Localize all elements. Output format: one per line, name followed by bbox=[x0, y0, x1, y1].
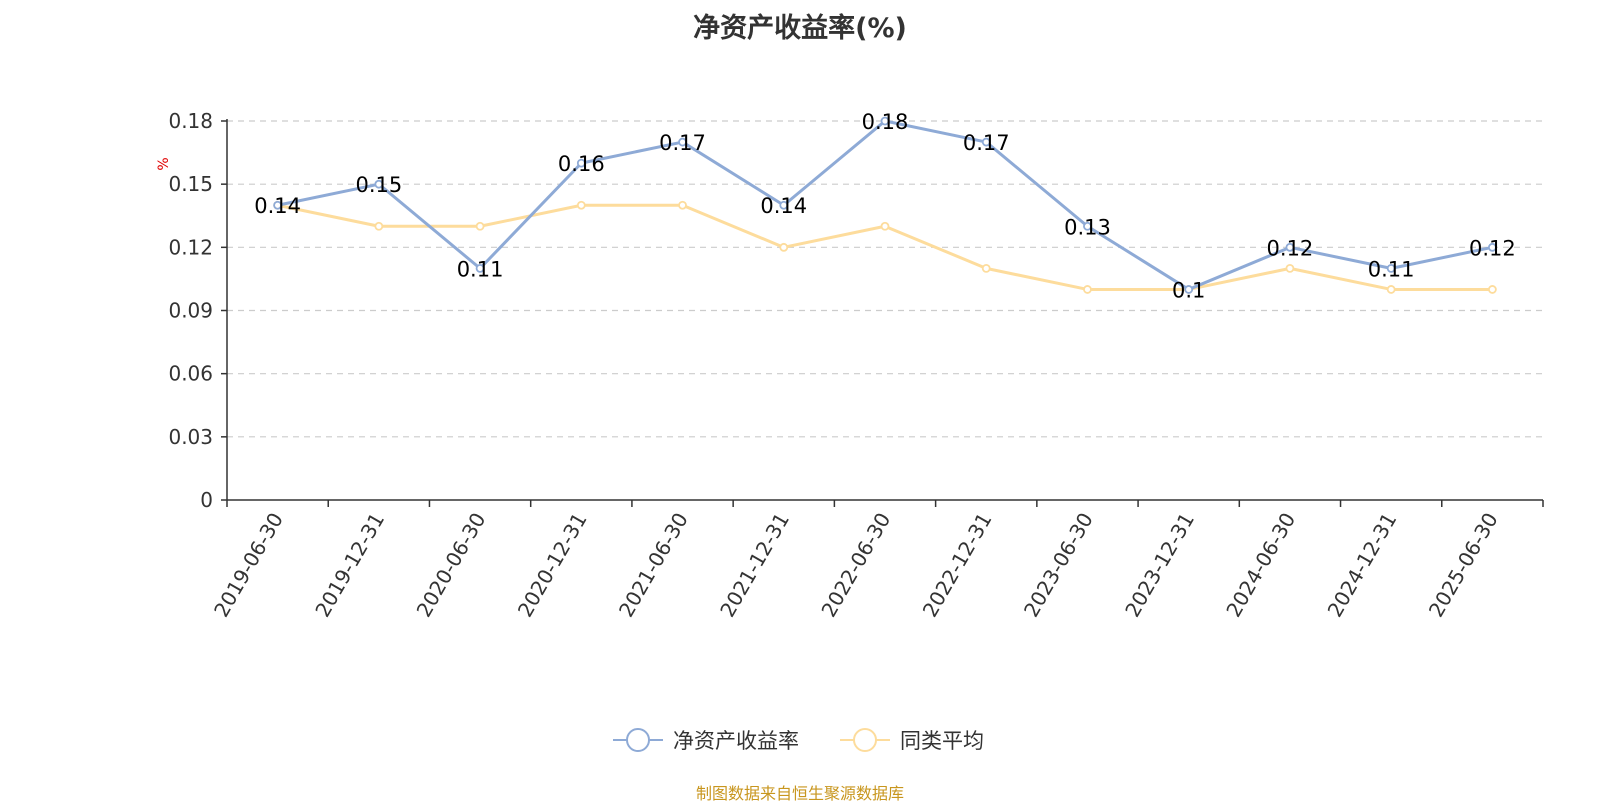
data-point bbox=[374, 221, 384, 231]
source-note: 制图数据来自恒生聚源数据库 bbox=[695, 784, 904, 803]
y-tick-label: 0.09 bbox=[168, 299, 213, 323]
x-tick-label: 2025-06-30 bbox=[1424, 509, 1503, 622]
y-tick-label: 0.03 bbox=[168, 425, 213, 449]
data-point bbox=[576, 158, 586, 168]
data-point bbox=[678, 137, 687, 147]
y-tick-labels: 0 0.03 0.06 0.09 0.12 0.15 0.18 bbox=[168, 109, 213, 512]
data-point bbox=[273, 200, 283, 210]
data-point bbox=[981, 263, 991, 273]
data-label: 0.13 bbox=[1064, 215, 1111, 239]
data-point bbox=[1285, 263, 1295, 273]
data-label: 0.1 bbox=[1172, 278, 1205, 302]
data-point bbox=[678, 200, 687, 210]
x-tick-label: 2022-12-31 bbox=[918, 509, 997, 622]
legend-label: 同类平均 bbox=[900, 729, 984, 753]
data-point bbox=[1487, 285, 1497, 294]
y-tick-label: 0.15 bbox=[168, 172, 213, 196]
data-point bbox=[475, 221, 485, 231]
data-point bbox=[779, 242, 789, 252]
data-label: 0.17 bbox=[659, 131, 706, 155]
x-tick-label: 2020-06-30 bbox=[412, 509, 491, 622]
x-tick-label: 2022-06-30 bbox=[816, 509, 895, 622]
legend-marker bbox=[853, 728, 877, 752]
x-tick-label: 2024-06-30 bbox=[1221, 509, 1300, 622]
data-label: 0.18 bbox=[862, 110, 909, 134]
chart-title: 净资产收益率(%) bbox=[693, 13, 907, 44]
axes: % bbox=[156, 119, 1544, 507]
data-label: 0.14 bbox=[760, 194, 807, 218]
x-tick-label: 2019-12-31 bbox=[310, 509, 389, 622]
x-tick-label: 2023-06-30 bbox=[1019, 509, 1098, 622]
y-tick-label: 0.18 bbox=[168, 109, 213, 133]
y-tick-label: 0.12 bbox=[168, 235, 213, 259]
legend: 净资产收益率 同类平均 bbox=[613, 728, 984, 753]
data-point bbox=[880, 221, 890, 231]
x-tick-label: 2023-12-31 bbox=[1120, 509, 1199, 622]
data-label: 0.11 bbox=[457, 257, 504, 281]
x-tick-label: 2019-06-30 bbox=[209, 509, 288, 622]
series-lines bbox=[273, 116, 1497, 294]
x-tick-label: 2020-12-31 bbox=[513, 509, 592, 622]
data-label: 0.15 bbox=[355, 173, 402, 197]
data-label: 0.12 bbox=[1267, 236, 1314, 260]
data-label: 0.16 bbox=[558, 152, 605, 176]
data-point bbox=[374, 179, 384, 189]
data-point bbox=[576, 200, 586, 210]
data-point bbox=[1083, 221, 1092, 231]
data-label: 0.17 bbox=[963, 131, 1010, 155]
legend-marker bbox=[626, 728, 650, 752]
y-axis-unit: % bbox=[156, 157, 172, 170]
data-label: 0.12 bbox=[1469, 236, 1516, 260]
legend-label: 净资产收益率 bbox=[673, 729, 799, 753]
data-label: 0.11 bbox=[1368, 257, 1415, 281]
x-tick-label: 2021-12-31 bbox=[715, 509, 794, 622]
data-point bbox=[475, 263, 485, 273]
data-point bbox=[1386, 263, 1396, 273]
data-point bbox=[880, 116, 890, 126]
data-label: 0.14 bbox=[254, 194, 301, 218]
data-point bbox=[981, 137, 991, 147]
data-point bbox=[1285, 242, 1295, 252]
y-tick-label: 0 bbox=[200, 488, 213, 512]
data-point bbox=[779, 200, 789, 210]
x-tick-label: 2021-06-30 bbox=[614, 509, 693, 622]
data-point bbox=[1487, 242, 1497, 252]
x-tick-labels: 2019-06-30 2019-12-31 2020-06-30 2020-12-31… bbox=[209, 509, 1503, 622]
data-point bbox=[1184, 285, 1194, 294]
data-point bbox=[1083, 285, 1092, 294]
data-labels: 0.14 0.15 0.11 0.16 0.17 0.14 0.18 0.17 0.13 0.1 0… bbox=[254, 110, 1516, 302]
x-tick-label: 2024-12-31 bbox=[1323, 509, 1402, 622]
y-tick-label: 0.06 bbox=[168, 362, 213, 386]
data-point bbox=[1386, 285, 1396, 294]
